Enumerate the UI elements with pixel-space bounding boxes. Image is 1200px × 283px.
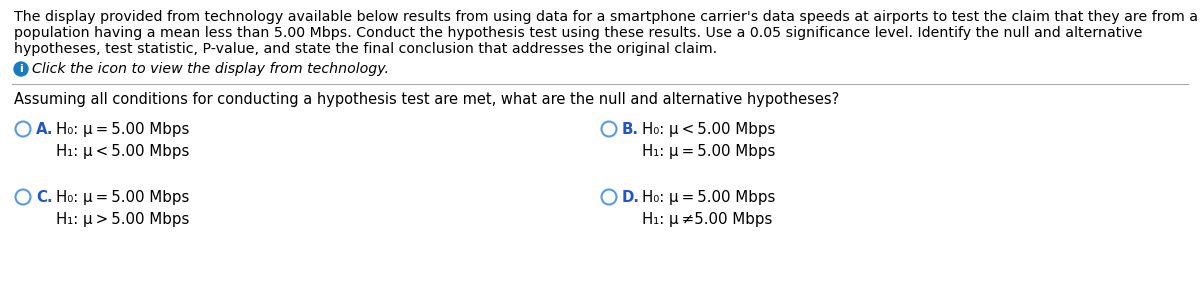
Text: i: i [19, 64, 23, 74]
Text: H₁: μ < 5.00 Mbps: H₁: μ < 5.00 Mbps [56, 144, 190, 159]
Text: H₀: μ = 5.00 Mbps: H₀: μ = 5.00 Mbps [642, 190, 775, 205]
Text: C.: C. [36, 190, 53, 205]
Text: A.: A. [36, 122, 54, 137]
Text: H₁: μ ≠5.00 Mbps: H₁: μ ≠5.00 Mbps [642, 212, 773, 227]
Text: H₀: μ = 5.00 Mbps: H₀: μ = 5.00 Mbps [56, 122, 190, 137]
Text: H₀: μ = 5.00 Mbps: H₀: μ = 5.00 Mbps [56, 190, 190, 205]
Text: D.: D. [622, 190, 640, 205]
Text: hypotheses, test statistic, P-value, and state the final conclusion that address: hypotheses, test statistic, P-value, and… [14, 42, 718, 56]
Text: population having a mean less than 5.00 Mbps. Conduct the hypothesis test using : population having a mean less than 5.00 … [14, 26, 1142, 40]
Circle shape [14, 62, 28, 76]
Text: The display provided from technology available below results from using data for: The display provided from technology ava… [14, 10, 1198, 24]
Text: H₁: μ = 5.00 Mbps: H₁: μ = 5.00 Mbps [642, 144, 775, 159]
Text: Assuming all conditions for conducting a hypothesis test are met, what are the n: Assuming all conditions for conducting a… [14, 92, 839, 107]
Text: B.: B. [622, 122, 640, 137]
Text: Click the icon to view the display from technology.: Click the icon to view the display from … [32, 62, 389, 76]
Text: H₁: μ > 5.00 Mbps: H₁: μ > 5.00 Mbps [56, 212, 190, 227]
Text: H₀: μ < 5.00 Mbps: H₀: μ < 5.00 Mbps [642, 122, 775, 137]
